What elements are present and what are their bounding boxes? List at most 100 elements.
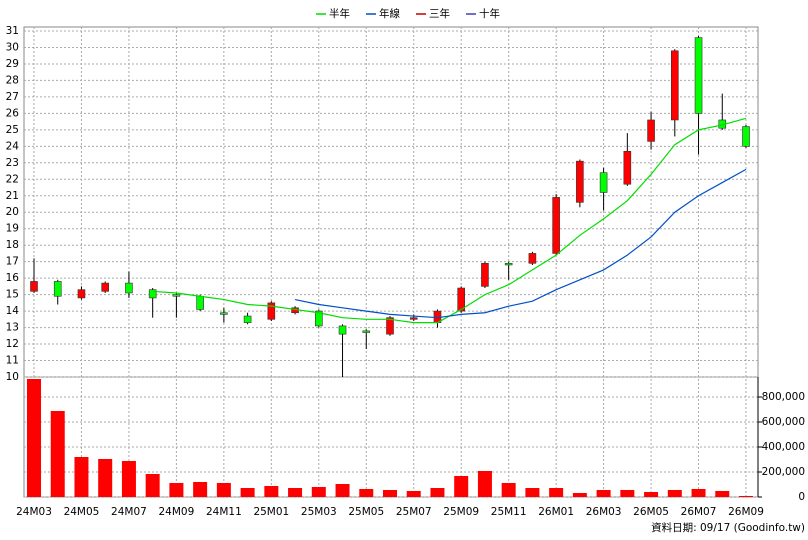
- volume-bar: [359, 489, 374, 497]
- candle-body: [623, 150, 632, 185]
- volume-bar: [454, 476, 469, 497]
- volume-bar: [620, 490, 635, 497]
- volume-bar: [74, 457, 89, 497]
- volume-bar: [430, 488, 445, 497]
- y-tick-label: 22: [6, 173, 19, 185]
- candle-body: [243, 315, 252, 323]
- legend-label: 半年: [329, 7, 350, 20]
- candle-body: [647, 119, 655, 142]
- candle-body: [125, 282, 133, 294]
- candle-body: [599, 172, 608, 193]
- y-tick-label: 24: [6, 140, 20, 152]
- candle-body: [314, 310, 323, 327]
- volume-bar: [477, 471, 492, 497]
- y2-tick-label: 200,000: [762, 466, 805, 478]
- volume-bar: [501, 483, 516, 497]
- candle-body: [338, 325, 347, 335]
- candle-body: [457, 287, 466, 312]
- volume-bar: [691, 489, 706, 497]
- x-tick-label: 24M05: [64, 506, 100, 518]
- volume-bar: [406, 491, 421, 497]
- candle-body: [504, 263, 513, 266]
- volume-bar: [27, 379, 41, 497]
- volume-bar: [264, 486, 279, 497]
- y-tick-label: 30: [6, 41, 19, 53]
- y-tick-label: 28: [6, 74, 19, 86]
- candle-body: [742, 126, 750, 147]
- volume-bar: [596, 490, 611, 497]
- y-tick-label: 13: [6, 322, 19, 334]
- candle-body: [409, 317, 418, 320]
- y-tick-label: 20: [6, 206, 19, 218]
- candle-body: [53, 281, 62, 297]
- x-tick-label: 26M09: [728, 506, 764, 518]
- volume-bar: [216, 483, 231, 497]
- footer: 資料日期: 09/17 (Goodinfo.tw): [651, 521, 805, 534]
- y-tick-label: 14: [6, 305, 20, 317]
- x-tick-label: 25M11: [491, 506, 527, 518]
- y-tick-label: 18: [6, 239, 19, 251]
- y-tick-label: 25: [6, 124, 19, 136]
- x-tick-label: 25M03: [301, 506, 337, 518]
- candle-body: [30, 281, 38, 292]
- y-tick-label: 29: [6, 58, 19, 70]
- y-tick-label: 21: [6, 190, 19, 202]
- volume-bar: [572, 493, 587, 497]
- y-tick-label: 17: [6, 256, 19, 268]
- x-tick-label: 26M01: [538, 506, 574, 518]
- x-tick-label: 25M01: [253, 506, 289, 518]
- x-tick-label: 26M07: [681, 506, 717, 518]
- volume-bar: [311, 487, 326, 497]
- candle-body: [196, 295, 204, 310]
- candle-body: [694, 37, 703, 114]
- volume-bar: [335, 484, 350, 497]
- legend-label: 年線: [379, 7, 400, 20]
- candle-body: [386, 317, 394, 335]
- y-tick-label: 16: [6, 272, 20, 284]
- y2-tick-label: 0: [798, 491, 805, 503]
- plot-frame: [23, 26, 759, 498]
- x-tick-label: 26M05: [633, 506, 669, 518]
- volume-bar: [169, 483, 184, 497]
- volume-bar: [121, 461, 136, 497]
- candle-body: [528, 253, 537, 264]
- x-tick-label: 25M07: [396, 506, 432, 518]
- y-tick-label: 27: [6, 91, 19, 103]
- volume-bar: [383, 490, 397, 497]
- volume-bar: [549, 488, 564, 497]
- y-tick-label: 23: [6, 157, 19, 169]
- y-tick-label: 12: [6, 338, 19, 350]
- y2-tick-label: 400,000: [762, 441, 805, 453]
- volume-bar: [715, 491, 730, 497]
- candle-body: [172, 294, 181, 297]
- y-tick-label: 31: [6, 25, 19, 37]
- volume-bar: [667, 490, 682, 497]
- candle-body: [267, 302, 276, 320]
- volume-bar: [145, 474, 160, 497]
- volume-bar: [288, 488, 303, 497]
- x-tick-label: 24M11: [206, 506, 242, 518]
- candle-body: [148, 289, 157, 299]
- candle-body: [77, 289, 86, 299]
- candle-body: [576, 160, 584, 203]
- y2-tick-label: 600,000: [762, 416, 805, 428]
- y-tick-label: 26: [6, 107, 20, 119]
- candle-body: [481, 263, 489, 287]
- moving-average-line: [294, 168, 747, 319]
- candle-body: [552, 197, 560, 254]
- y-tick-label: 15: [6, 289, 19, 301]
- x-tick-label: 24M03: [16, 506, 52, 518]
- y-tick-label: 11: [6, 355, 19, 367]
- legend-label: 十年: [479, 7, 500, 20]
- volume-bar: [644, 492, 659, 497]
- x-tick-label: 25M05: [348, 506, 384, 518]
- y2-tick-label: 800,000: [762, 391, 805, 403]
- candle-body: [101, 282, 109, 292]
- y-tick-label: 10: [6, 371, 19, 383]
- volume-bar: [98, 459, 113, 497]
- x-tick-label: 25M09: [443, 506, 479, 518]
- candle-body: [670, 50, 679, 121]
- candle-body: [362, 330, 371, 333]
